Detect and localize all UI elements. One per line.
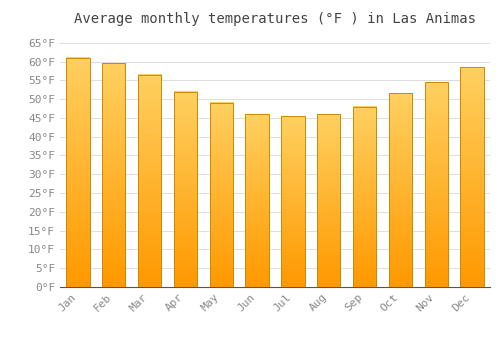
- Bar: [460, 67, 483, 287]
- Bar: [210, 103, 233, 287]
- Bar: [424, 82, 448, 287]
- Bar: [389, 93, 412, 287]
- Bar: [66, 58, 90, 287]
- Bar: [174, 92, 197, 287]
- Bar: [102, 63, 126, 287]
- Bar: [246, 114, 268, 287]
- Bar: [282, 116, 304, 287]
- Title: Average monthly temperatures (°F ) in Las Animas: Average monthly temperatures (°F ) in La…: [74, 12, 476, 26]
- Bar: [353, 107, 376, 287]
- Bar: [138, 75, 161, 287]
- Bar: [317, 114, 340, 287]
